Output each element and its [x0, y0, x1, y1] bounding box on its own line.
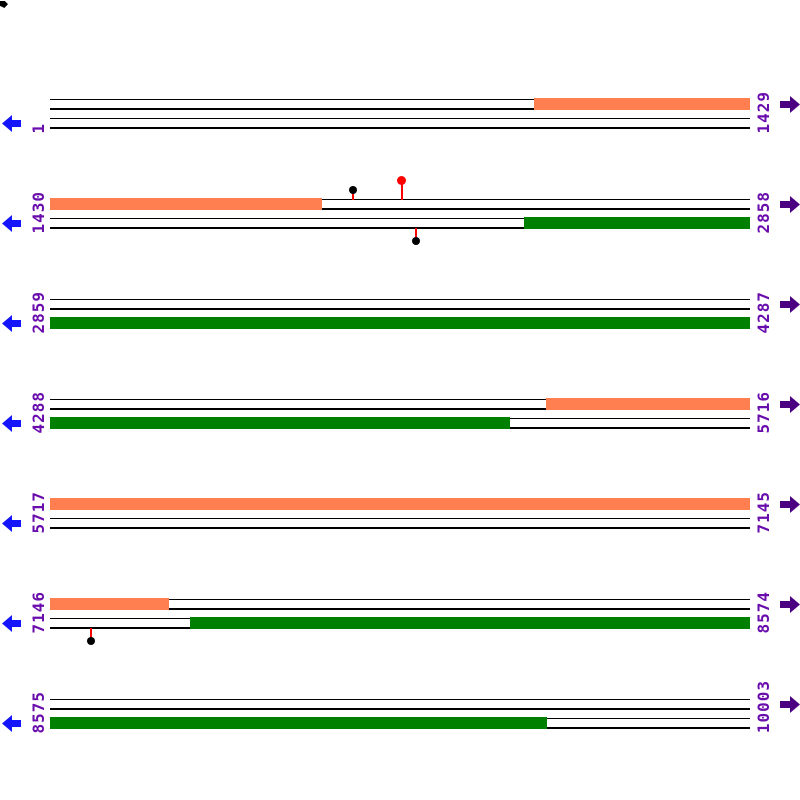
- frame-line-3: [50, 517, 750, 520]
- frame-line-3: [50, 217, 750, 220]
- frame-line-2: [50, 608, 750, 610]
- frame-line-1: [50, 598, 750, 601]
- reverse-strand-arrow-icon: [2, 514, 21, 536]
- orf-box-forward: [50, 498, 750, 510]
- marker-stem: [400, 180, 403, 200]
- frame-line-3: [50, 117, 750, 120]
- frame-line-2: [50, 408, 750, 410]
- forward-strand-arrow-icon: [780, 495, 800, 517]
- marker-dot-red: [397, 175, 406, 185]
- row-end-coordinate: 10003: [754, 680, 773, 734]
- orf-box-reverse: [50, 717, 547, 729]
- frame-line-4: [50, 227, 750, 229]
- forward-strand-arrow-icon: [780, 95, 800, 117]
- clipped-glyph-top-left: [0, 1, 8, 8]
- reverse-strand-arrow-icon: [2, 414, 21, 436]
- orf-box-forward: [546, 398, 750, 410]
- row-start-coordinate: 7146: [29, 590, 48, 634]
- frame-line-1: [50, 198, 750, 201]
- reverse-strand-arrow-icon: [2, 714, 21, 736]
- orf-box-reverse: [50, 317, 750, 329]
- marker-stem: [415, 228, 417, 241]
- reverse-strand-arrow-icon: [2, 614, 21, 636]
- frame-line-1: [50, 698, 750, 701]
- row-start-coordinate: 1430: [29, 190, 48, 234]
- frame-line-1: [50, 98, 750, 101]
- row-end-coordinate: 7145: [754, 490, 773, 534]
- frame-line-1: [50, 398, 750, 401]
- reverse-strand-arrow-icon: [2, 114, 21, 136]
- row-end-coordinate: 5716: [754, 390, 773, 434]
- orf-box-reverse: [524, 217, 750, 229]
- forward-strand-arrow-icon: [780, 195, 800, 217]
- orf-box-reverse: [190, 617, 750, 629]
- marker-dot-black: [412, 237, 420, 245]
- row-start-coordinate: 8575: [29, 690, 48, 734]
- row-end-coordinate: 1429: [754, 90, 773, 134]
- marker-dot-black: [348, 186, 357, 194]
- row-start-coordinate: 5717: [29, 490, 48, 534]
- row-end-coordinate: 8574: [754, 590, 773, 634]
- frame-line-1: [50, 298, 750, 301]
- forward-strand-arrow-icon: [780, 595, 800, 617]
- marker-stem: [90, 628, 92, 641]
- frame-line-4: [50, 127, 750, 129]
- frame-line-2: [50, 208, 750, 210]
- forward-strand-arrow-icon: [780, 395, 800, 417]
- marker-stem: [351, 190, 354, 200]
- orf-box-forward: [534, 98, 750, 110]
- frame-line-4: [50, 527, 750, 529]
- frame-line-2: [50, 308, 750, 310]
- marker-dot-black: [87, 637, 95, 645]
- row-start-coordinate: 1: [29, 122, 48, 134]
- orf-box-forward: [50, 598, 169, 610]
- row-end-coordinate: 4287: [754, 290, 773, 334]
- reverse-strand-arrow-icon: [2, 214, 21, 236]
- row-end-coordinate: 2858: [754, 190, 773, 234]
- forward-strand-arrow-icon: [780, 695, 800, 717]
- frame-line-2: [50, 108, 750, 110]
- orf-box-forward: [50, 198, 322, 210]
- row-start-coordinate: 4288: [29, 390, 48, 434]
- orf-box-reverse: [50, 417, 510, 429]
- forward-strand-arrow-icon: [780, 295, 800, 317]
- reverse-strand-arrow-icon: [2, 314, 21, 336]
- row-start-coordinate: 2859: [29, 290, 48, 334]
- frame-line-2: [50, 708, 750, 710]
